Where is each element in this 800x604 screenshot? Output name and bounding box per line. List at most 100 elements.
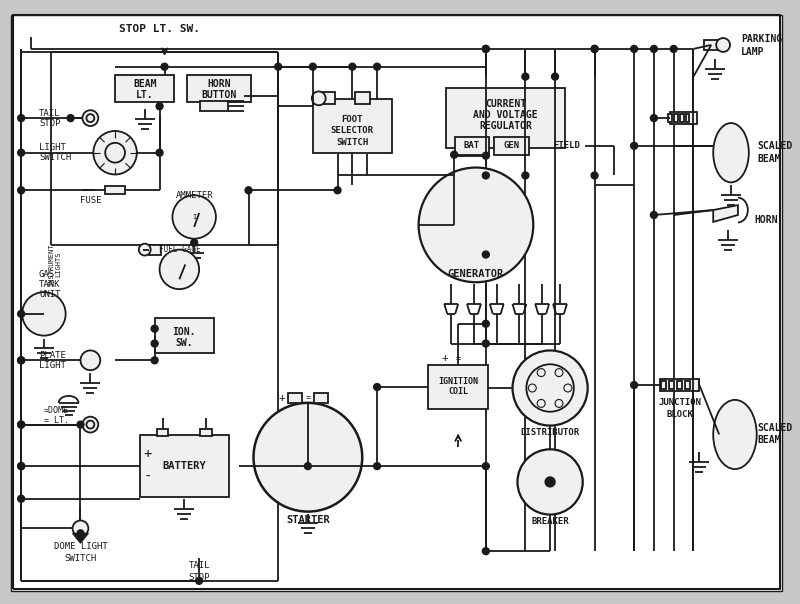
- Polygon shape: [73, 533, 88, 543]
- Circle shape: [77, 530, 84, 537]
- Text: BEAM: BEAM: [758, 435, 782, 445]
- Circle shape: [630, 382, 638, 388]
- Text: = LT.: = LT.: [44, 416, 69, 425]
- Circle shape: [190, 239, 198, 246]
- Bar: [454, 137, 490, 155]
- Circle shape: [482, 340, 490, 347]
- Text: TAIL: TAIL: [39, 109, 61, 118]
- Circle shape: [18, 115, 25, 121]
- Text: JUNCTION: JUNCTION: [658, 399, 701, 407]
- Text: LAMP: LAMP: [741, 47, 765, 57]
- Text: SWITCH: SWITCH: [39, 153, 71, 162]
- Bar: [313, 99, 392, 153]
- Bar: [115, 75, 174, 102]
- Bar: [200, 429, 212, 437]
- Bar: [670, 381, 674, 389]
- Circle shape: [310, 63, 316, 70]
- Bar: [154, 318, 214, 353]
- Circle shape: [245, 187, 252, 194]
- Circle shape: [349, 63, 356, 70]
- Circle shape: [716, 38, 730, 52]
- Circle shape: [518, 449, 582, 515]
- Circle shape: [482, 251, 490, 258]
- Circle shape: [18, 421, 25, 428]
- Text: SCALED: SCALED: [758, 423, 793, 432]
- Circle shape: [650, 211, 658, 219]
- Bar: [157, 429, 169, 437]
- Text: HORN: HORN: [207, 80, 230, 89]
- Circle shape: [650, 115, 658, 121]
- Text: GAS: GAS: [39, 270, 55, 279]
- Circle shape: [18, 149, 25, 156]
- Bar: [662, 381, 666, 389]
- Text: STOP: STOP: [39, 118, 61, 127]
- Circle shape: [545, 477, 555, 487]
- Text: BATTERY: BATTERY: [162, 461, 206, 471]
- Circle shape: [82, 110, 98, 126]
- Circle shape: [156, 149, 163, 156]
- Circle shape: [139, 243, 150, 255]
- Circle shape: [522, 172, 529, 179]
- Text: =: =: [456, 354, 461, 363]
- Text: BLOCK: BLOCK: [666, 410, 693, 419]
- Text: AMMETER: AMMETER: [175, 191, 213, 200]
- Circle shape: [18, 495, 25, 502]
- Text: v: v: [162, 46, 167, 56]
- Bar: [105, 186, 125, 194]
- Bar: [677, 381, 682, 389]
- Text: LIGHT: LIGHT: [39, 361, 66, 370]
- Text: PLATE: PLATE: [39, 351, 66, 360]
- Circle shape: [482, 463, 490, 469]
- Ellipse shape: [714, 123, 749, 182]
- Circle shape: [555, 399, 563, 407]
- Circle shape: [86, 114, 94, 122]
- Circle shape: [159, 249, 199, 289]
- Text: SWITCH: SWITCH: [64, 553, 97, 562]
- Text: INSTRUMENT
LIGHTS: INSTRUMENT LIGHTS: [48, 243, 62, 286]
- Circle shape: [305, 463, 311, 469]
- Text: FUEL GAGE: FUEL GAGE: [158, 245, 200, 254]
- Circle shape: [538, 368, 545, 376]
- Circle shape: [18, 357, 25, 364]
- Text: ION.: ION.: [173, 327, 196, 336]
- Circle shape: [274, 63, 282, 70]
- Text: PARKING: PARKING: [741, 34, 782, 44]
- Bar: [674, 114, 678, 122]
- Bar: [314, 393, 328, 403]
- Text: DOME LIGHT: DOME LIGHT: [54, 542, 107, 551]
- Ellipse shape: [714, 400, 757, 469]
- Circle shape: [482, 45, 490, 53]
- Bar: [685, 381, 690, 389]
- Text: GEN: GEN: [503, 141, 519, 150]
- Text: STARTER: STARTER: [286, 515, 330, 524]
- Text: REGULATOR: REGULATOR: [479, 121, 532, 131]
- Circle shape: [482, 45, 490, 53]
- Text: SW.: SW.: [175, 338, 193, 347]
- Circle shape: [591, 45, 598, 53]
- Circle shape: [151, 325, 158, 332]
- Bar: [140, 435, 229, 496]
- Text: FIELD: FIELD: [554, 141, 580, 150]
- Text: FUSE: FUSE: [80, 196, 101, 205]
- Text: +: +: [442, 353, 449, 364]
- Circle shape: [73, 521, 88, 536]
- Bar: [668, 114, 672, 122]
- Circle shape: [94, 131, 137, 175]
- Circle shape: [156, 103, 163, 110]
- Bar: [686, 114, 690, 122]
- Text: HORN: HORN: [754, 215, 778, 225]
- Text: COIL: COIL: [448, 388, 468, 396]
- Circle shape: [482, 320, 490, 327]
- Text: =: =: [306, 393, 310, 402]
- Circle shape: [564, 384, 572, 392]
- Circle shape: [538, 399, 545, 407]
- Circle shape: [86, 420, 94, 429]
- Circle shape: [151, 357, 158, 364]
- Circle shape: [482, 172, 490, 179]
- Bar: [186, 75, 251, 102]
- Circle shape: [482, 152, 490, 159]
- Circle shape: [630, 45, 638, 53]
- Text: BUTTON: BUTTON: [202, 91, 237, 100]
- Bar: [660, 379, 699, 391]
- Text: TANK: TANK: [39, 280, 61, 289]
